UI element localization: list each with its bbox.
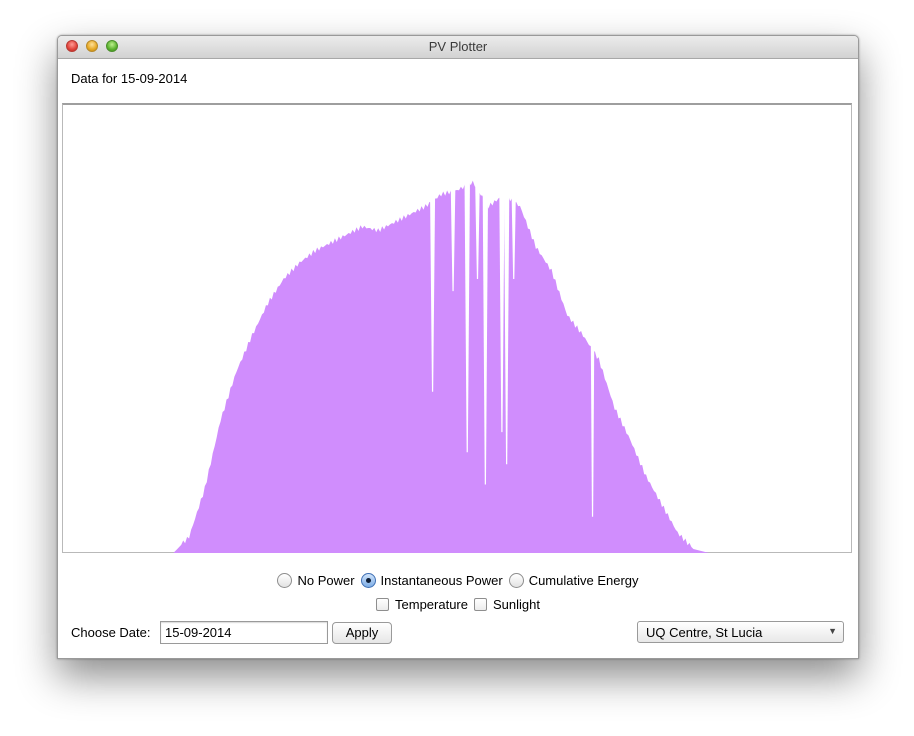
power-dip-6 (503, 145, 510, 465)
overlay-options: Temperature Sunlight (58, 597, 858, 612)
choose-date-label: Choose Date: (71, 625, 151, 640)
radio-button[interactable] (508, 573, 524, 588)
radio-instantaneous-power[interactable]: Instantaneous Power (360, 573, 503, 588)
power-dip-2 (464, 145, 471, 453)
pv-plot (62, 103, 852, 553)
chevron-down-icon: ▼ (828, 626, 837, 636)
pv-chart (63, 145, 851, 553)
data-date-heading: Data for 15-09-2014 (71, 71, 188, 86)
power-dip-1 (450, 145, 457, 292)
checkbox[interactable] (376, 598, 390, 611)
location-value: UQ Centre, St Lucia (646, 625, 763, 640)
plot-mode-group: No Power Instantaneous Power Cumulative … (58, 573, 858, 588)
radio-label-cumulative-energy: Cumulative Energy (528, 573, 639, 588)
close-window-button[interactable] (66, 40, 78, 52)
power-dip-5 (498, 145, 505, 433)
power-dip-4 (482, 145, 489, 485)
power-dip-3 (474, 145, 481, 279)
checkbox-label-sunlight: Sunlight (493, 597, 540, 612)
checkbox-sunlight[interactable]: Sunlight (474, 597, 540, 612)
power-dip-7 (510, 145, 517, 279)
title-bar[interactable]: PV Plotter (58, 36, 858, 59)
app-window: PV Plotter Data for 15-09-2014 No Power … (57, 35, 859, 659)
power-dip-8 (589, 145, 596, 517)
minimize-window-button[interactable] (86, 40, 98, 52)
zoom-window-button[interactable] (106, 40, 118, 52)
bottom-controls: Choose Date: Apply UQ Centre, St Lucia ▼ (58, 621, 858, 645)
radio-label-instantaneous-power: Instantaneous Power (380, 573, 503, 588)
radio-button-selected[interactable] (360, 573, 376, 588)
checkbox-label-temperature: Temperature (395, 597, 468, 612)
radio-label-no-power: No Power (297, 573, 355, 588)
window-title: PV Plotter (428, 39, 488, 54)
checkbox[interactable] (474, 598, 487, 611)
apply-button[interactable]: Apply (332, 622, 392, 644)
power-area (63, 180, 851, 553)
location-select[interactable]: UQ Centre, St Lucia ▼ (637, 621, 844, 643)
radio-cumulative-energy[interactable]: Cumulative Energy (508, 573, 639, 588)
date-input[interactable] (160, 621, 328, 644)
radio-button[interactable] (277, 573, 293, 588)
radio-no-power[interactable]: No Power (277, 573, 355, 588)
power-dip-0 (429, 145, 436, 392)
checkbox-temperature[interactable]: Temperature (376, 597, 468, 612)
